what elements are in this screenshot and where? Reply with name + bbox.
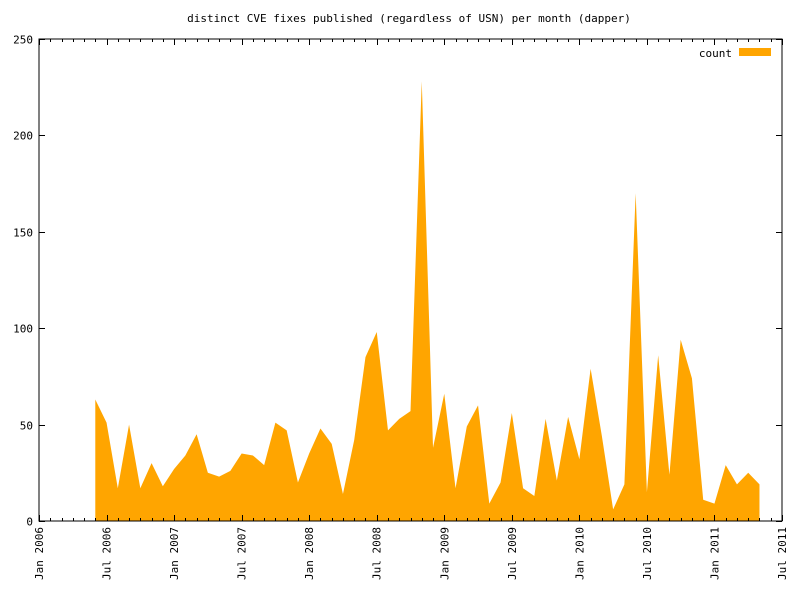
chart-title: distinct CVE fixes published (regardless… bbox=[187, 12, 631, 25]
x-tick-label: Jan 2006 bbox=[33, 527, 46, 580]
y-tick-label: 50 bbox=[20, 420, 33, 433]
axis-layer bbox=[38, 38, 783, 522]
y-tick-label: 250 bbox=[13, 34, 33, 47]
series-area-layer bbox=[95, 81, 760, 522]
y-tick-label: 150 bbox=[13, 227, 33, 240]
legend: count bbox=[699, 47, 771, 60]
x-tick-label: Jan 2011 bbox=[708, 527, 721, 580]
x-tick-label: Jul 2007 bbox=[236, 527, 249, 580]
x-tick-label: Jul 2011 bbox=[776, 527, 789, 580]
label-layer: 0 50 100 150 200 250 Jan 2006 Jul 2006 Jan 2007 J… bbox=[13, 34, 789, 580]
legend-swatch-count bbox=[739, 48, 771, 56]
plot-frame bbox=[38, 38, 783, 522]
x-tick-label: Jul 2008 bbox=[371, 527, 384, 580]
y-tick-label: 100 bbox=[13, 323, 33, 336]
x-tick-label: Jan 2008 bbox=[303, 527, 316, 580]
y-tick-label: 0 bbox=[26, 516, 33, 529]
x-tick-label: Jan 2010 bbox=[573, 527, 586, 580]
x-tick-label: Jul 2009 bbox=[506, 527, 519, 580]
x-tick-label: Jan 2009 bbox=[438, 527, 451, 580]
series-area-count bbox=[95, 81, 760, 522]
x-tick-label: Jul 2006 bbox=[101, 527, 114, 580]
y-tick-label: 200 bbox=[13, 130, 33, 143]
x-tick-label: Jan 2007 bbox=[168, 527, 181, 580]
legend-label-count: count bbox=[699, 47, 732, 60]
x-tick-label: Jul 2010 bbox=[641, 527, 654, 580]
